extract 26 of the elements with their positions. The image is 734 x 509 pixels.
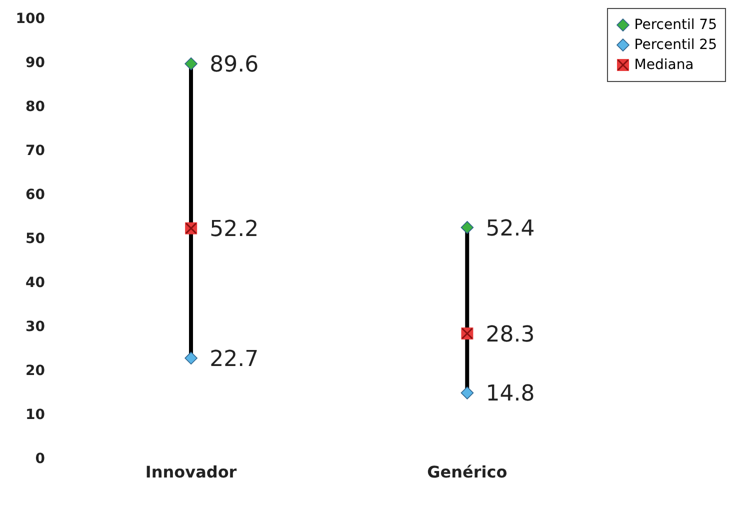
- data-label: 14.8: [486, 382, 535, 407]
- data-label: 52.4: [486, 216, 535, 242]
- point: [184, 57, 198, 70]
- y-tick-label: 70: [26, 142, 46, 159]
- point: [460, 386, 474, 400]
- x-tick-label: Genérico: [427, 462, 508, 482]
- y-tick-label: 40: [26, 274, 46, 291]
- y-tick-label: 0: [35, 450, 46, 467]
- y-tick-label: 90: [26, 54, 46, 71]
- y-tick-label: 10: [26, 406, 46, 423]
- data-label: 22.7: [210, 346, 259, 372]
- data-label: 89.6: [210, 52, 259, 78]
- point: [184, 352, 198, 365]
- point: [460, 221, 474, 234]
- data-label: 52.2: [210, 217, 259, 242]
- x-tick-label: Innovador: [145, 462, 237, 482]
- y-tick-label: 50: [26, 230, 46, 247]
- legend-label: Percentil 25: [634, 37, 717, 53]
- y-tick-label: 100: [16, 10, 46, 27]
- data-label: 28.3: [486, 322, 535, 348]
- legend-label: Mediana: [634, 57, 694, 73]
- y-tick-label: 60: [26, 186, 46, 203]
- y-tick-label: 80: [26, 98, 46, 115]
- y-tick-label: 30: [26, 318, 46, 335]
- y-tick-label: 20: [26, 362, 46, 379]
- legend-label: Percentil 75: [634, 17, 717, 33]
